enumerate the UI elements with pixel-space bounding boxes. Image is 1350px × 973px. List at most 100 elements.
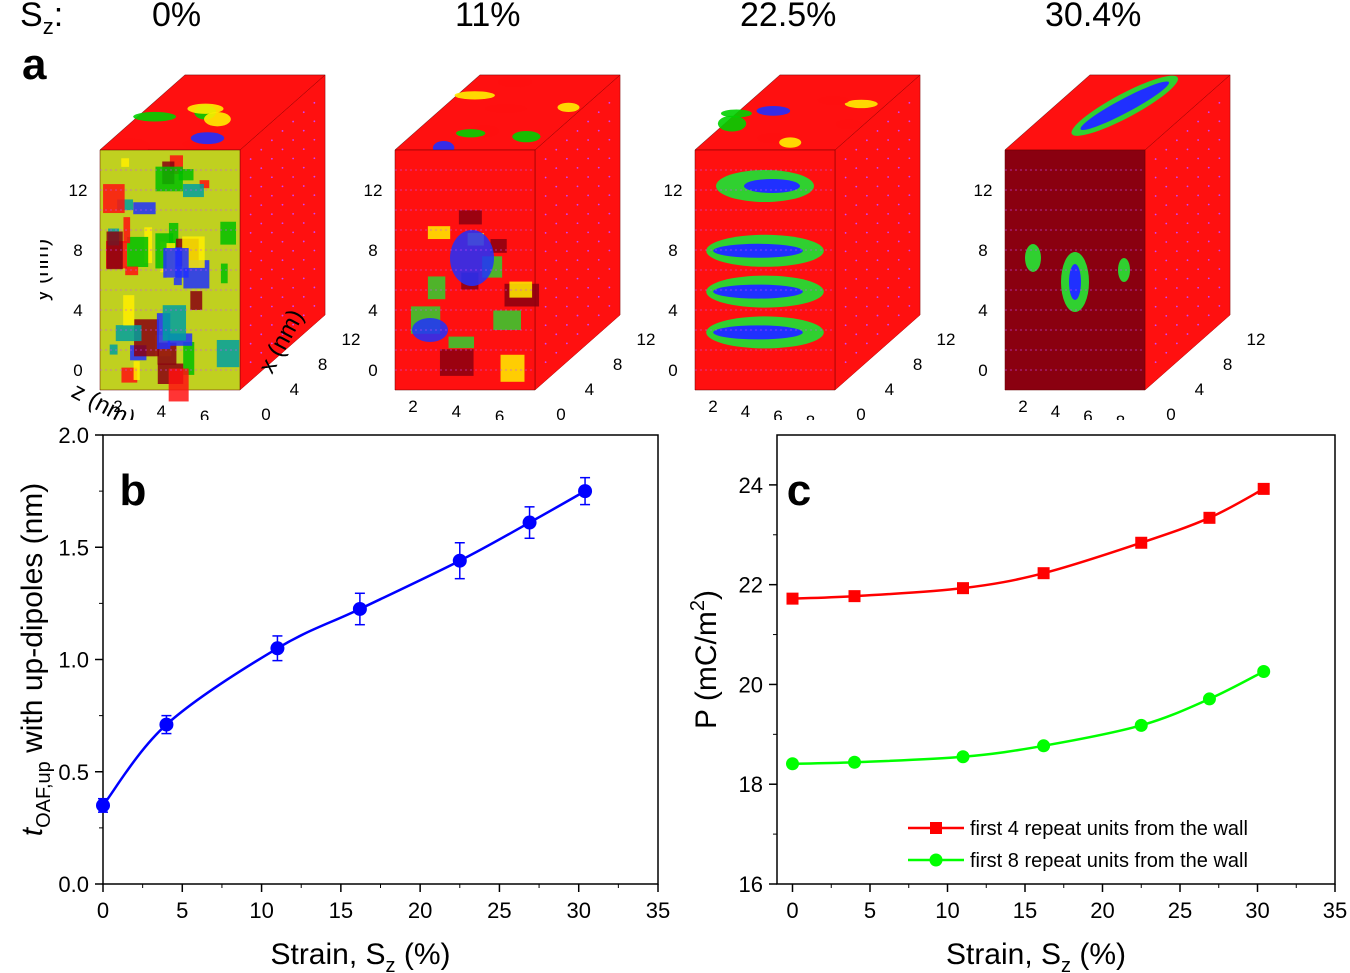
dipole-dot	[260, 278, 263, 280]
dipole-dot	[587, 268, 590, 271]
dipole-dot	[1218, 120, 1221, 123]
dipole-dot	[897, 185, 900, 187]
front-patch	[163, 248, 189, 278]
dipole-dot	[270, 139, 273, 142]
dipole-dot	[281, 166, 284, 169]
dipole-dot	[887, 120, 890, 123]
top-patch	[133, 111, 177, 122]
dipole-dot	[897, 111, 900, 114]
dipole-dot	[1165, 278, 1168, 280]
cube-1: 0 4 8 12 0 4 8 12 2 4 6	[335, 40, 675, 426]
dipole-dot	[1197, 268, 1200, 271]
dipole-dot	[565, 157, 568, 160]
dipole-dot	[1154, 232, 1157, 234]
dipole-dot	[1207, 295, 1210, 298]
x-tick-label: 35	[646, 898, 670, 923]
x-tick-label: 20	[1090, 898, 1114, 923]
dipole-dot	[1175, 194, 1178, 197]
dipole-dot	[887, 176, 890, 178]
y-tick-label: 12	[664, 181, 683, 200]
dipole-dot	[555, 204, 558, 206]
dipole-dot	[292, 194, 295, 197]
data-point	[522, 515, 537, 530]
data-point-circle	[848, 755, 861, 769]
y-tick-label: 24	[739, 473, 763, 498]
dipole-dot	[844, 176, 847, 179]
dipole-dot	[1175, 213, 1178, 216]
dipole-dot	[313, 175, 316, 178]
dipole-dot	[555, 167, 558, 170]
dipole-dot	[313, 305, 316, 307]
z-tick-label: 2	[708, 397, 717, 416]
dipole-dot	[249, 361, 252, 364]
y-tick-label: 0	[368, 361, 377, 380]
cube-3-svg: 04812048122468	[974, 74, 1266, 431]
x-tick-label: 12	[1247, 330, 1266, 349]
dipole-dot	[1154, 287, 1157, 290]
data-point-circle	[1202, 692, 1216, 706]
dipole-dot	[313, 138, 316, 141]
dipole-dot	[855, 278, 858, 280]
dipole-dot	[844, 342, 847, 345]
front-band-core	[713, 325, 803, 340]
dipole-dot	[565, 305, 568, 308]
dipole-dot	[855, 222, 858, 225]
dipole-dot	[608, 249, 611, 252]
top-patch	[190, 132, 225, 145]
front-patch	[216, 339, 240, 368]
data-point-circle	[1134, 718, 1148, 732]
dipole-dot	[887, 323, 890, 326]
dipole-dot	[565, 176, 568, 179]
dipole-dot	[1197, 231, 1200, 234]
dipole-dot	[908, 231, 911, 233]
y-tick-label: 4	[978, 301, 987, 320]
dipole-dot	[865, 324, 868, 326]
dipole-dot	[1207, 277, 1210, 280]
dipole-dot	[260, 333, 263, 336]
dipole-dot	[1165, 314, 1168, 317]
dipole-dot	[1165, 222, 1168, 225]
dipole-dot	[608, 212, 611, 215]
z-tick-label: 4	[452, 402, 461, 420]
x-tick-label: 30	[1245, 898, 1269, 923]
dipole-dot	[865, 268, 868, 271]
dipole-dot	[576, 333, 579, 335]
dipole-dot	[281, 259, 284, 262]
y-tick-label: 12	[364, 181, 383, 200]
dipole-dot	[576, 222, 579, 225]
x-tick-label: 4	[585, 380, 594, 399]
dipole-dot	[876, 259, 879, 262]
dipole-dot	[281, 277, 284, 280]
dipole-dot	[865, 287, 868, 289]
data-point-square	[1257, 482, 1270, 495]
dipole-dot	[844, 213, 847, 216]
front-patch	[490, 239, 507, 253]
dipole-dot	[544, 158, 547, 160]
fit-curve	[102, 490, 586, 807]
y-axis-label: y (nm)	[40, 239, 53, 301]
x-tick-label: 0	[556, 405, 565, 420]
dipole-dot	[587, 305, 590, 308]
front-patch	[168, 222, 179, 255]
dipole-dot	[597, 185, 600, 187]
dipole-dot	[844, 268, 847, 271]
front-patch	[168, 368, 189, 402]
dipole-dot	[576, 259, 579, 262]
dipole-dot	[1207, 240, 1210, 243]
x-tick-label: 25	[1168, 898, 1192, 923]
dipole-dot	[597, 166, 600, 169]
dipole-dot	[313, 101, 316, 104]
dipole-dot	[302, 148, 305, 151]
dipole-dot	[576, 166, 579, 169]
dipole-dot	[887, 305, 890, 308]
dipole-dot	[597, 259, 600, 261]
top-patch	[485, 104, 527, 113]
dipole-dot	[565, 287, 568, 289]
dipole-dot	[565, 324, 568, 326]
dipole-dot	[587, 231, 590, 234]
x-tick-label: 12	[937, 330, 956, 349]
dipole-dot	[576, 148, 579, 151]
chart-b: 0 5 10 15 20 25 30 35 0.0 0.5 1.0 1.5 2.0 Strain, Sz …	[16, 423, 670, 973]
panel-letter-a: a	[22, 40, 47, 89]
front-patch	[183, 342, 195, 375]
